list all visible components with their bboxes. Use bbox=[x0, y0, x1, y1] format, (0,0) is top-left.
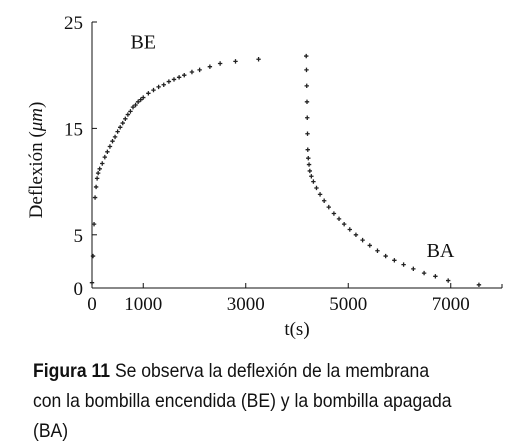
data-point bbox=[304, 67, 309, 73]
y-tick-label: 15 bbox=[64, 119, 83, 140]
data-point bbox=[138, 97, 143, 102]
data-point bbox=[383, 253, 388, 259]
data-point bbox=[110, 138, 115, 144]
caption-text: Se observa la deflexión de la membrana c… bbox=[33, 360, 452, 442]
x-tick-label: 3000 bbox=[227, 294, 265, 315]
axes bbox=[91, 22, 503, 289]
data-point bbox=[117, 125, 123, 130]
y-axis-label-prefix: Deflexión ( bbox=[26, 131, 47, 218]
series-be bbox=[89, 57, 261, 285]
data-point bbox=[115, 129, 120, 134]
y-tick-label: 25 bbox=[64, 13, 83, 34]
data-point bbox=[311, 179, 316, 184]
data-point bbox=[306, 155, 311, 161]
data-point bbox=[90, 253, 96, 259]
data-point bbox=[367, 243, 372, 248]
data-point bbox=[304, 99, 310, 104]
data-point bbox=[306, 162, 312, 167]
annotations: BE BA bbox=[130, 32, 454, 263]
data-point bbox=[112, 134, 118, 140]
data-point bbox=[125, 112, 131, 117]
data-point bbox=[476, 282, 482, 288]
data-point bbox=[141, 95, 146, 100]
data-point bbox=[93, 184, 99, 190]
data-point bbox=[151, 87, 156, 93]
y-axis-label: Deflexión (μm) bbox=[26, 102, 47, 219]
x-tick-label: 7000 bbox=[432, 294, 470, 315]
data-point bbox=[130, 104, 136, 110]
data-point bbox=[353, 232, 359, 237]
data-point bbox=[336, 216, 342, 222]
data-point bbox=[107, 144, 113, 149]
data-point bbox=[133, 102, 138, 108]
data-point bbox=[305, 115, 310, 120]
y-tick-label: 5 bbox=[74, 226, 84, 247]
data-point bbox=[94, 176, 100, 181]
data-point bbox=[392, 258, 397, 263]
data-point bbox=[171, 77, 177, 82]
caption-label: Figura 11 bbox=[33, 360, 111, 382]
data-point bbox=[309, 174, 314, 179]
data-point bbox=[100, 161, 105, 166]
data-point bbox=[182, 73, 187, 78]
data-point bbox=[135, 99, 141, 104]
y-ticks: 0 5 15 25 bbox=[64, 13, 97, 300]
data-point bbox=[304, 53, 309, 59]
data-point bbox=[120, 120, 125, 126]
x-tick-label: 5000 bbox=[329, 294, 367, 315]
data-point bbox=[341, 221, 347, 227]
data-point bbox=[326, 204, 331, 210]
data-point bbox=[123, 116, 128, 122]
data-point bbox=[91, 221, 97, 227]
x-tick-label: 0 bbox=[87, 294, 97, 315]
x-tick-label: 1000 bbox=[124, 294, 162, 315]
data-point bbox=[166, 79, 172, 84]
x-ticks: 0 1000 3000 5000 7000 bbox=[87, 283, 470, 315]
data-point bbox=[146, 91, 151, 96]
data-point bbox=[176, 75, 182, 80]
y-tick-label: 0 bbox=[74, 279, 84, 300]
data-point bbox=[156, 84, 161, 90]
series-ba bbox=[304, 53, 482, 288]
data-point bbox=[360, 237, 365, 243]
data-point bbox=[331, 211, 337, 216]
data-point bbox=[97, 166, 102, 172]
data-point bbox=[307, 168, 313, 174]
data-point bbox=[305, 131, 310, 136]
data-points bbox=[89, 53, 482, 288]
data-point bbox=[233, 59, 238, 64]
data-point bbox=[256, 57, 261, 62]
data-point bbox=[401, 262, 406, 267]
data-point bbox=[375, 248, 380, 253]
data-point bbox=[305, 147, 310, 152]
data-point bbox=[92, 195, 98, 200]
data-point bbox=[105, 149, 110, 155]
data-point bbox=[189, 69, 195, 75]
data-point bbox=[347, 227, 352, 232]
data-point bbox=[217, 61, 223, 66]
y-axis-label-unit: μm bbox=[26, 108, 47, 132]
data-point bbox=[102, 154, 108, 160]
data-point bbox=[321, 198, 327, 203]
data-point bbox=[433, 274, 438, 279]
data-point bbox=[197, 67, 202, 73]
data-point bbox=[445, 278, 451, 283]
annotation-ba: BA bbox=[427, 240, 455, 262]
data-point bbox=[128, 109, 133, 114]
data-point bbox=[89, 280, 95, 285]
annotation-be: BE bbox=[130, 32, 156, 54]
figure-caption: Figura 11 Se observa la deflexión de la … bbox=[33, 356, 456, 446]
data-point bbox=[304, 83, 309, 89]
data-point bbox=[317, 192, 323, 197]
x-axis-label: t(s) bbox=[284, 319, 309, 340]
y-axis-label-suffix: ) bbox=[26, 102, 47, 108]
data-point bbox=[95, 170, 101, 176]
data-point bbox=[411, 266, 416, 272]
data-point bbox=[314, 185, 319, 191]
deflection-chart: 0 5 15 25 0 1000 3000 5000 7000 BE BA t(s) Defle… bbox=[26, 13, 503, 340]
data-point bbox=[161, 82, 166, 87]
data-point bbox=[421, 270, 427, 276]
data-point bbox=[207, 64, 213, 69]
